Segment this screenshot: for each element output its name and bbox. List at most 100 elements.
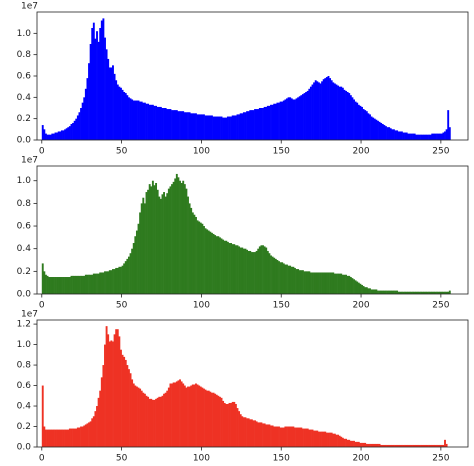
histogram-bar [150, 398, 153, 447]
histogram-bar [437, 444, 440, 447]
histogram-bar [43, 426, 46, 447]
histogram-bar [284, 264, 287, 294]
histogram-bar [169, 186, 172, 294]
histogram-bar [78, 427, 81, 447]
histogram-bar [48, 429, 51, 447]
histogram-bar [327, 432, 330, 447]
histogram-bar [257, 422, 260, 447]
histogram-bar [429, 444, 432, 447]
x-tick-label: 250 [432, 454, 449, 464]
histogram-bar [183, 385, 186, 447]
histogram-bar [139, 212, 142, 294]
histogram-bar [107, 334, 110, 447]
histogram-bar [442, 444, 445, 447]
histogram-bar [273, 257, 276, 294]
histogram-bar [65, 128, 68, 140]
histogram-bar [190, 113, 193, 140]
histogram-bar [92, 416, 95, 447]
histogram-bar [239, 113, 242, 140]
histogram-bar [246, 418, 249, 447]
histogram-bar [185, 112, 188, 140]
histogram-bar [145, 192, 148, 294]
histogram-bar [142, 102, 145, 140]
histogram-bar [343, 89, 346, 140]
histogram-bar [217, 116, 220, 140]
histogram-bar [308, 429, 311, 447]
histogram-bar [60, 277, 63, 294]
histogram-bar [284, 426, 287, 447]
histogram-bar [394, 444, 397, 447]
histogram-bar [199, 386, 202, 447]
histogram-bar [49, 277, 52, 294]
x-tick-label: 150 [273, 147, 290, 157]
histogram-bar [276, 102, 279, 140]
histogram-bar [397, 291, 400, 294]
histogram-bar [108, 341, 111, 447]
histogram-bar [356, 102, 359, 140]
histogram-bar [332, 272, 335, 294]
histogram-bar [367, 443, 370, 447]
histogram-bar [266, 105, 269, 140]
histogram-bar [294, 267, 296, 294]
histogram-bar [196, 114, 199, 140]
histogram-bar [319, 431, 322, 447]
histogram-bar [102, 18, 105, 140]
histogram-bar [268, 105, 271, 140]
histogram-bar [381, 444, 384, 447]
histogram-bar [282, 427, 285, 447]
histogram-bar [252, 420, 255, 447]
histogram-bar [132, 100, 135, 140]
histogram-bar [399, 131, 402, 140]
histogram-bar [314, 80, 317, 140]
histogram-bar [420, 444, 423, 447]
histogram-bar [212, 116, 215, 140]
histogram-bar [389, 290, 392, 294]
histogram-bar [88, 274, 90, 294]
histogram-bar [156, 106, 159, 140]
histogram-bar [230, 243, 233, 294]
histogram-bar [255, 421, 258, 447]
histogram-bar [279, 101, 282, 140]
histogram-bar [46, 134, 49, 140]
histogram-bar [116, 84, 119, 140]
offset-label: 1e7 [21, 156, 38, 166]
histogram-bar [174, 110, 177, 140]
histogram-bar [396, 290, 399, 294]
y-tick-label: 0.6 [17, 222, 32, 232]
histogram-bar [72, 275, 75, 294]
histogram-bar [115, 267, 118, 294]
histogram-bar [428, 134, 430, 140]
histogram-bar [397, 131, 400, 140]
histogram-bar [218, 237, 221, 294]
histogram-bar [193, 214, 196, 294]
histogram-bar [43, 271, 46, 294]
histogram-bar [439, 291, 442, 294]
histogram-bar [110, 270, 113, 294]
histogram-bar [445, 443, 448, 447]
histogram-bar [301, 428, 304, 447]
histogram-bar [105, 49, 108, 141]
histogram-bar [442, 132, 445, 140]
histogram-bar [177, 177, 180, 294]
histogram-bar [257, 109, 260, 140]
histogram-bar [214, 393, 217, 447]
histogram-bar [316, 81, 319, 140]
histogram-bar [218, 116, 221, 140]
histogram-bar [89, 44, 92, 140]
histogram-bar [68, 428, 71, 447]
histogram-bar [195, 216, 197, 294]
x-tick-label: 0 [39, 301, 45, 311]
x-tick-label: 100 [193, 454, 210, 464]
histogram-bar [286, 426, 288, 447]
histogram-bar [151, 180, 154, 294]
histogram-bar [270, 104, 272, 140]
histogram-bar [140, 203, 143, 294]
histogram-bar [246, 249, 249, 294]
histogram-bar [338, 273, 341, 294]
histogram-bar [282, 100, 285, 140]
histogram-bar [348, 439, 351, 447]
y-tick-label: 1.0 [17, 176, 32, 186]
histogram-bar [126, 365, 129, 447]
histogram-bar [123, 92, 126, 140]
histogram-bar [402, 291, 405, 294]
